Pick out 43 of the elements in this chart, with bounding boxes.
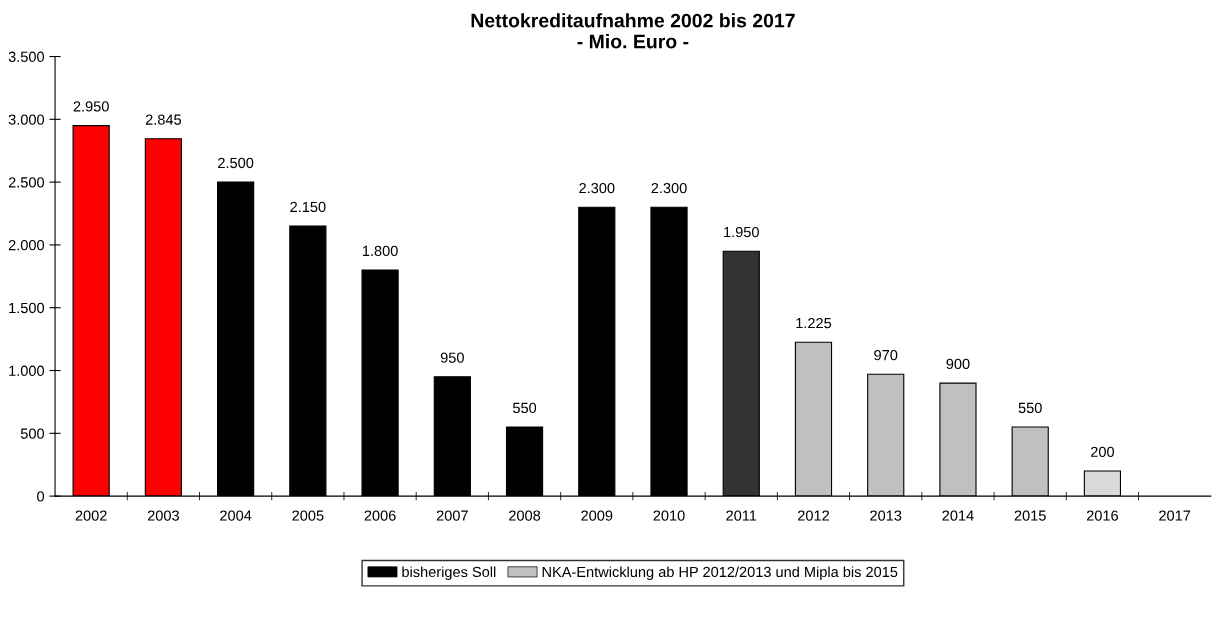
x-tick-label: 2017 — [1159, 510, 1191, 521]
x-tick-label: 2015 — [1014, 510, 1046, 521]
data-label: 970 — [874, 349, 898, 361]
data-label: 1.950 — [724, 226, 759, 238]
chart-title: Nettokreditaufnahme 2002 bis 2017 — [471, 13, 795, 28]
x-tick-label: 2003 — [147, 510, 179, 521]
y-tick-label: 0 — [37, 491, 45, 502]
y-tick-label: 2.500 — [8, 177, 45, 188]
x-tick-label: 2005 — [292, 510, 324, 521]
data-label: 200 — [1090, 446, 1115, 458]
data-label: 2.950 — [73, 101, 109, 112]
chart-subtitle: - Mio. Euro - — [577, 34, 689, 49]
x-tick-label: 2006 — [364, 510, 396, 521]
y-tick-label: 500 — [20, 428, 45, 439]
x-tick-label: 2009 — [581, 510, 613, 521]
y-tick-label: 1.500 — [9, 302, 45, 314]
data-label: 550 — [1018, 402, 1042, 414]
data-label: 2.845 — [145, 114, 182, 125]
x-tick-label: 2002 — [75, 510, 107, 521]
y-tick-label: 3.500 — [8, 51, 45, 62]
legend-label: bisheriges Soll — [402, 566, 496, 580]
data-label: 2.300 — [579, 182, 615, 194]
x-tick-label: 2011 — [726, 510, 757, 521]
data-label: 550 — [512, 402, 537, 414]
y-tick-label: 3.000 — [8, 114, 45, 125]
x-tick-label: 2008 — [509, 510, 541, 521]
data-label: 2.300 — [651, 182, 687, 194]
data-label: 900 — [946, 358, 970, 370]
x-tick-label: 2004 — [220, 510, 252, 521]
data-label: 950 — [440, 352, 464, 363]
x-tick-label: 2007 — [436, 510, 468, 521]
data-label: 2.150 — [290, 201, 326, 213]
data-label: 2.500 — [218, 157, 254, 169]
x-tick-label: 2010 — [653, 510, 685, 521]
data-label: 1.225 — [796, 317, 832, 329]
x-tick-label: 2012 — [798, 510, 829, 521]
y-tick-label: 2.000 — [8, 240, 45, 251]
data-label: 1.800 — [362, 245, 398, 257]
x-tick-label: 2016 — [1086, 510, 1118, 521]
y-tick-label: 1.000 — [9, 365, 45, 376]
legend-label: NKA-Entwicklung ab HP 2012/2013 und Mipla bis 2015 — [542, 566, 898, 580]
x-tick-label: 2014 — [942, 510, 974, 521]
x-tick-label: 2013 — [870, 510, 902, 521]
